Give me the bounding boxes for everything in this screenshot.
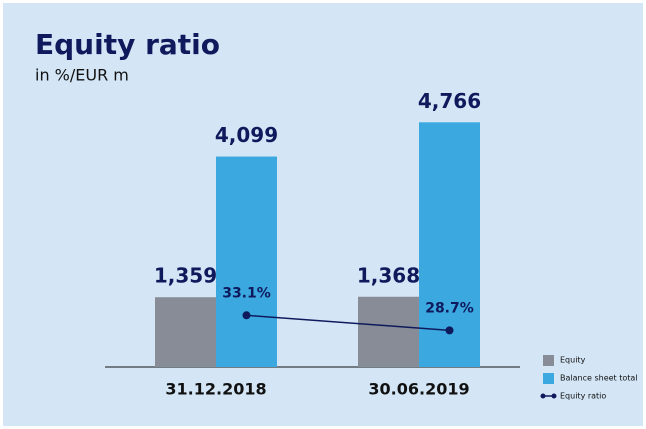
bar: [155, 297, 216, 367]
value-label: 1,368: [357, 263, 420, 287]
x-tick-label: 31.12.2018: [165, 380, 266, 399]
legend-label: Equity ratio: [560, 392, 606, 401]
bar: [358, 296, 419, 367]
bar: [419, 122, 480, 367]
value-label: 4,766: [418, 89, 481, 113]
legend-label: Balance sheet total: [560, 374, 638, 383]
chart-title: Equity ratio: [35, 28, 220, 61]
bar: [216, 156, 277, 367]
background: [3, 3, 643, 426]
legend-swatch: [543, 373, 554, 384]
legend-swatch: [551, 393, 557, 399]
value-label: 4,099: [215, 123, 278, 147]
value-label: 28.7%: [425, 300, 474, 316]
point: [445, 326, 454, 335]
chart-subtitle: in %/EUR m: [35, 66, 129, 85]
point: [242, 311, 251, 320]
value-label: 1,359: [154, 264, 217, 288]
legend-label: Equity: [560, 356, 586, 365]
line: [246, 314, 450, 332]
x-tick-label: 30.06.2019: [368, 380, 469, 399]
value-label: 33.1%: [222, 285, 271, 301]
legend-swatch: [543, 355, 554, 366]
legend-swatch: [540, 393, 546, 399]
